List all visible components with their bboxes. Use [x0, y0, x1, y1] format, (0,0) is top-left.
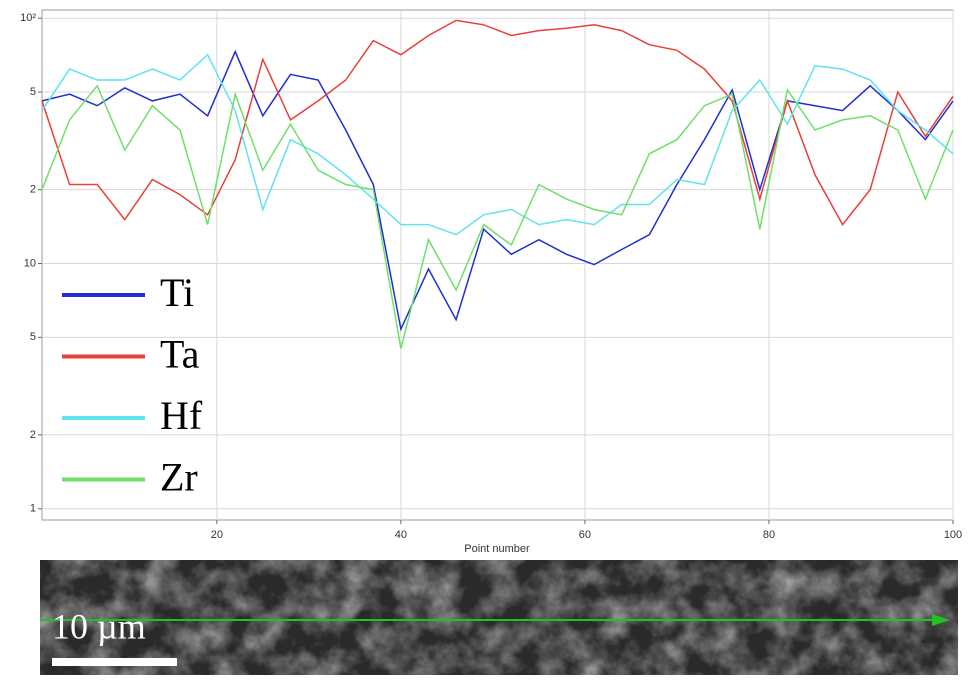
y-tick-label: 5	[30, 86, 36, 98]
x-tick-label: 100	[944, 529, 962, 541]
y-tick-label: 10	[24, 257, 36, 269]
x-tick-label: 40	[395, 529, 407, 541]
image-texture	[40, 560, 958, 675]
sem-image: 10 µm	[40, 560, 958, 675]
y-tick-label: 2	[30, 429, 36, 441]
x-axis-label: Point number	[464, 543, 530, 555]
legend-label: Hf	[160, 393, 203, 438]
scale-label: 10 µm	[52, 606, 146, 646]
y-tick-label: 10²	[20, 12, 36, 24]
y-tick-label: 2	[30, 184, 36, 196]
y-tick-label: 5	[30, 331, 36, 343]
x-tick-label: 20	[211, 529, 223, 541]
chart: 10 µm Point number 1 2 5 10 2 5 10² 20 40 60 80 100…	[0, 0, 968, 675]
x-tick-label: 80	[763, 529, 775, 541]
legend-label: Ta	[160, 332, 200, 377]
legend-label: Ti	[160, 270, 194, 315]
scale-bar	[52, 658, 177, 666]
x-tick-label: 60	[579, 529, 591, 541]
page: {"chart_data": {"type": "line", "x_label…	[0, 0, 968, 680]
plot-area	[42, 10, 953, 520]
y-tick-label: 1	[30, 503, 36, 515]
legend-label: Zr	[160, 455, 198, 500]
